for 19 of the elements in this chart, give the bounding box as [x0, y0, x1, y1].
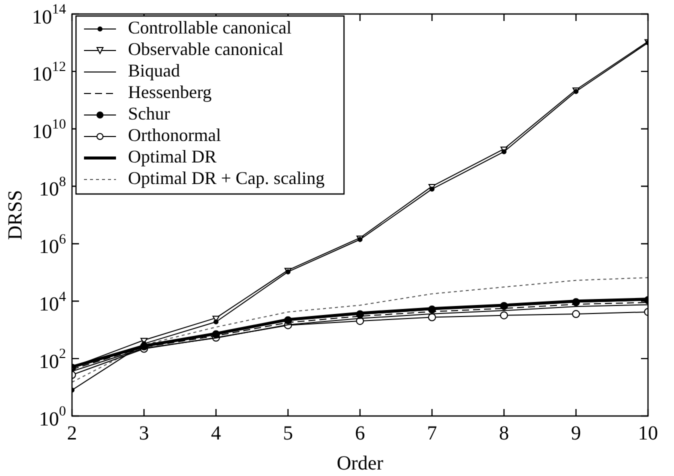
- legend-label: Optimal DR + Cap. scaling: [128, 168, 325, 188]
- x-tick-label: 2: [67, 422, 77, 444]
- x-tick-label: 5: [283, 422, 293, 444]
- legend-label: Biquad: [128, 60, 180, 81]
- x-tick-label: 8: [499, 422, 509, 444]
- legend-label: Hessenberg: [128, 82, 212, 102]
- legend-label: Observable canonical: [128, 39, 284, 60]
- legend-label: Orthonormal: [128, 125, 221, 146]
- x-tick-label: 9: [571, 422, 581, 444]
- x-axis-title: Order: [336, 452, 384, 474]
- x-tick-label: 6: [355, 422, 365, 444]
- x-tick-label: 10: [638, 422, 658, 444]
- legend-label: Optimal DR: [128, 146, 216, 167]
- legend-label: Controllable canonical: [128, 18, 292, 38]
- x-tick-label: 7: [427, 422, 437, 444]
- legend-label: Schur: [128, 104, 170, 124]
- x-tick-label: 4: [211, 422, 221, 444]
- y-axis-title: DRSS: [4, 190, 26, 240]
- x-tick-label: 3: [139, 422, 149, 444]
